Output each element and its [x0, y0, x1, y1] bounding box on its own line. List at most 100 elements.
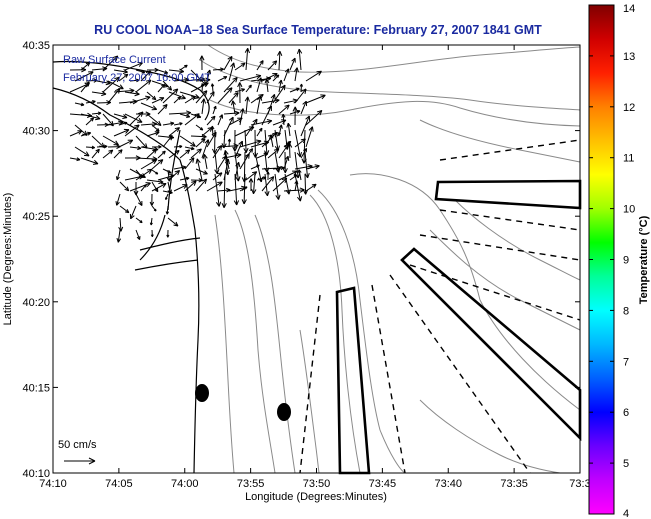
current-arrow — [184, 146, 195, 151]
current-arrow — [297, 169, 302, 181]
current-arrow — [96, 122, 109, 127]
current-arrow — [124, 124, 140, 137]
current-arrow — [233, 173, 240, 206]
current-arrow — [305, 164, 320, 170]
current-arrow — [190, 148, 202, 159]
current-arrow — [223, 56, 233, 71]
current-arrow — [195, 124, 204, 131]
current-arrow — [300, 115, 311, 137]
x-axis-label: Longitude (Degrees:Minutes) — [245, 491, 387, 503]
current-arrow — [173, 96, 182, 104]
current-arrow — [272, 84, 286, 104]
current-arrow — [245, 84, 252, 93]
current-arrow — [202, 153, 208, 170]
radial-line — [389, 274, 531, 474]
current-arrow — [184, 180, 197, 192]
current-arrow — [157, 150, 166, 159]
current-arrow — [85, 99, 96, 104]
current-arrow — [80, 62, 91, 71]
current-arrow — [195, 178, 208, 192]
current-arrow — [168, 127, 180, 137]
figure-title: RU COOL NOAA–18 Sea Surface Temperature:… — [94, 23, 542, 37]
current-arrow — [85, 117, 95, 126]
current-arrow — [173, 165, 187, 170]
current-arrow — [200, 98, 207, 115]
current-arrow — [151, 169, 159, 175]
current-arrow — [184, 95, 196, 104]
current-arrow — [149, 217, 153, 226]
current-arrow — [227, 138, 232, 148]
y-axis-label: Latitude (Degrees:Minutes) — [2, 193, 14, 326]
current-arrow — [286, 122, 292, 137]
current-arrow — [274, 151, 281, 173]
coastline-bay — [52, 60, 210, 121]
coastline — [52, 60, 210, 474]
radial-line — [299, 294, 321, 474]
legend-title: Raw Surface Current — [63, 54, 166, 66]
current-arrow — [261, 176, 275, 192]
current-arrow — [140, 159, 158, 170]
current-arrow — [278, 104, 290, 115]
current-arrow — [254, 151, 263, 183]
current-arrow — [305, 94, 326, 104]
colorbar-tick-label: 7 — [623, 356, 629, 368]
current-arrow — [80, 81, 90, 93]
x-tick-label: 74:10 — [39, 478, 67, 490]
x-axis: 74:10 74:05 74:00 73:55 73:50 73:45 73:40 73:35… — [39, 45, 591, 490]
contour-line — [214, 214, 235, 474]
current-arrow — [173, 184, 188, 192]
colorbar-tick-label: 4 — [623, 508, 629, 519]
current-arrow — [129, 111, 144, 126]
current-arrow — [217, 76, 228, 82]
current-arrow — [149, 193, 155, 206]
current-arrow — [266, 171, 270, 181]
colorbar-tick-label: 13 — [623, 51, 635, 63]
current-arrow — [74, 102, 85, 107]
current-arrow — [206, 69, 212, 82]
x-tick-label: 74:00 — [171, 478, 199, 490]
current-arrow — [282, 151, 288, 174]
current-arrow — [212, 172, 223, 181]
current-arrow — [118, 217, 124, 232]
current-arrow — [212, 67, 224, 72]
current-arrow — [261, 73, 278, 82]
current-arrow — [162, 121, 175, 126]
y-tick-label: 40:30 — [22, 126, 50, 138]
current-arrow — [118, 139, 134, 148]
current-arrow — [96, 144, 108, 149]
current-arrow — [96, 80, 111, 86]
colorbar-tick-label: 8 — [623, 305, 629, 317]
current-arrow — [190, 178, 203, 183]
current-arrow — [289, 87, 300, 93]
radial-line — [419, 234, 581, 261]
current-arrow — [113, 69, 128, 75]
current-arrow — [85, 145, 95, 150]
current-arrow — [179, 64, 188, 71]
current-arrow — [199, 55, 205, 71]
radial-line — [439, 139, 581, 161]
coastline-inlet — [134, 237, 201, 271]
contour-line — [299, 329, 320, 474]
current-arrow — [206, 91, 215, 104]
current-arrow — [113, 113, 128, 119]
current-arrow — [146, 113, 162, 126]
current-arrow — [165, 205, 170, 215]
current-arrow — [115, 169, 121, 181]
current-arrow — [74, 146, 90, 157]
x-tick-label: 73:45 — [369, 478, 397, 490]
current-arrow — [166, 169, 172, 182]
current-arrow — [135, 79, 152, 93]
current-arrow — [224, 151, 230, 176]
scale-label: 50 cm/s — [58, 439, 97, 451]
current-arrow — [217, 87, 233, 104]
contour-line — [309, 194, 361, 474]
current-arrow — [140, 70, 151, 82]
contour-line — [349, 173, 581, 411]
current-arrow — [294, 151, 301, 179]
current-arrow — [80, 131, 92, 137]
x-tick-label: 74:05 — [105, 478, 133, 490]
current-arrow — [146, 131, 160, 137]
current-arrow — [91, 90, 107, 97]
current-arrow — [129, 182, 151, 192]
